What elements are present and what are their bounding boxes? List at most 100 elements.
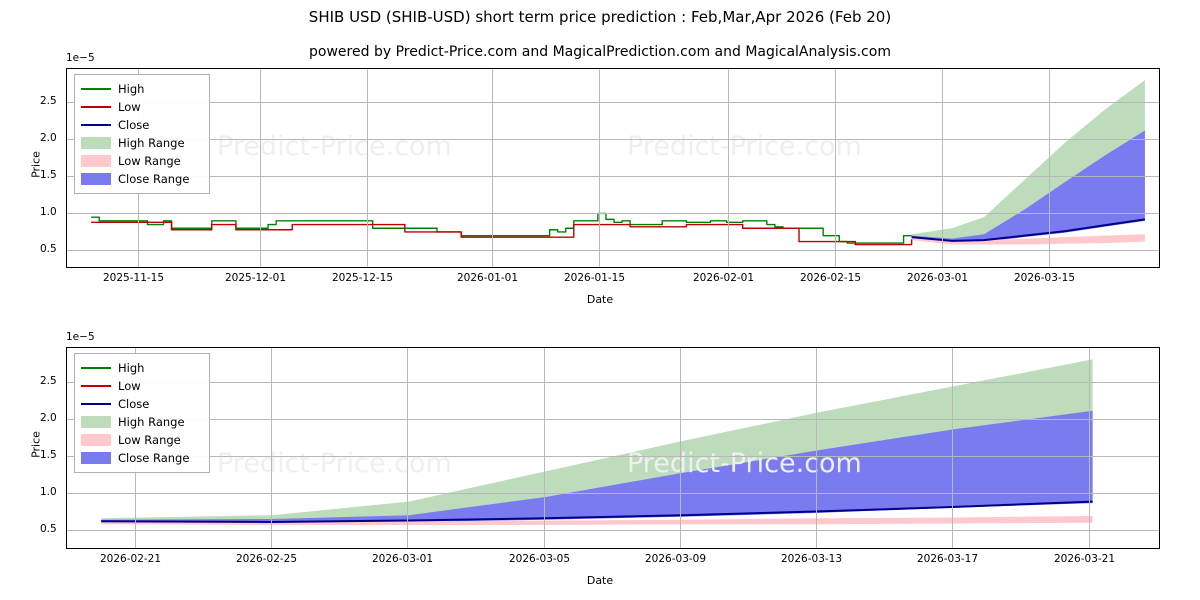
bottom-gridline-v <box>407 348 408 548</box>
close-range-swatch <box>81 452 111 464</box>
bottom-xtick: 2026-03-01 <box>372 553 434 565</box>
bottom-y-offset-text: 1e−5 <box>66 331 95 343</box>
legend-label: High <box>118 361 145 375</box>
top-chart-canvas <box>91 80 1146 246</box>
bottom-ytick: 2.0 <box>40 412 57 424</box>
top-plot-area: Predict-Price.com Predict-Price.com Pred… <box>66 68 1160 268</box>
top-gridline-h <box>67 176 1159 177</box>
high-line-swatch <box>81 83 111 95</box>
legend-label: Close <box>118 397 150 411</box>
top-ytick: 2.0 <box>40 132 57 144</box>
top-gridline-v <box>367 69 368 267</box>
high-range-swatch <box>81 137 111 149</box>
top-gridline-v <box>1049 69 1050 267</box>
legend-item-close[interactable]: Close <box>81 395 202 413</box>
legend-label: Low Range <box>118 154 181 168</box>
bottom-ytick: 2.5 <box>40 375 57 387</box>
bottom-xtick: 2026-03-21 <box>1054 553 1116 565</box>
watermark-2: Predict-Price.com <box>627 131 862 162</box>
top-xtick: 2025-12-15 <box>332 272 394 284</box>
top-x-axis-label: Date <box>586 293 614 306</box>
legend-label: Low <box>118 100 141 114</box>
bottom-panel: 1e−5 Price Date Predict-Price.com Predic… <box>0 310 1200 600</box>
top-ytick: 1.0 <box>40 206 57 218</box>
bottom-xtick: 2026-03-09 <box>645 553 707 565</box>
top-gridline-h <box>67 139 1159 140</box>
high-range-swatch <box>81 416 111 428</box>
legend-item-low[interactable]: Low <box>81 98 202 116</box>
top-gridline-v <box>492 69 493 267</box>
legend-item-high[interactable]: High <box>81 359 202 377</box>
bottom-legend[interactable]: High Low Close High Range Low Range Clos… <box>74 353 210 473</box>
bottom-ytick: 0.5 <box>40 523 57 535</box>
top-gridline-h <box>67 213 1159 214</box>
legend-item-close-range[interactable]: Close Range <box>81 170 202 188</box>
bottom-chart-canvas <box>101 359 1093 526</box>
top-y-offset-text: 1e−5 <box>66 52 95 64</box>
top-xtick: 2026-02-15 <box>800 272 862 284</box>
top-legend[interactable]: High Low Close High Range Low Range Clos… <box>74 74 210 194</box>
top-gridline-h <box>67 102 1159 103</box>
bottom-xtick: 2026-03-17 <box>917 553 979 565</box>
low-range-swatch <box>81 434 111 446</box>
top-gridline-v <box>260 69 261 267</box>
bottom-gridline-v <box>271 348 272 548</box>
legend-item-high-range[interactable]: High Range <box>81 134 202 152</box>
legend-label: Low <box>118 379 141 393</box>
watermark-1: Predict-Price.com <box>217 131 452 162</box>
top-ytick: 0.5 <box>40 243 57 255</box>
legend-item-high-range[interactable]: High Range <box>81 413 202 431</box>
low-line-swatch <box>81 101 111 113</box>
bottom-x-axis-label: Date <box>586 574 614 587</box>
top-gridline-v <box>942 69 943 267</box>
top-gridline-h <box>67 250 1159 251</box>
watermark-5: Predict-Price.com <box>217 448 452 479</box>
legend-label: Close <box>118 118 150 132</box>
page-title: SHIB USD (SHIB-USD) short term price pre… <box>308 8 892 26</box>
low-range-swatch <box>81 155 111 167</box>
legend-item-high[interactable]: High <box>81 80 202 98</box>
bottom-xtick: 2026-03-13 <box>781 553 843 565</box>
page-subtitle: powered by Predict-Price.com and Magical… <box>309 44 891 60</box>
legend-item-close-range[interactable]: Close Range <box>81 449 202 467</box>
legend-item-low-range[interactable]: Low Range <box>81 152 202 170</box>
bottom-gridline-h <box>67 382 1159 383</box>
legend-item-low-range[interactable]: Low Range <box>81 431 202 449</box>
top-xtick: 2026-01-15 <box>564 272 626 284</box>
bottom-gridline-h <box>67 419 1159 420</box>
top-panel: 1e−5 Price Date Predict-Price.com Predic… <box>30 52 1160 306</box>
top-xtick: 2025-12-01 <box>225 272 287 284</box>
legend-item-low[interactable]: Low <box>81 377 202 395</box>
top-xtick: 2026-03-15 <box>1014 272 1076 284</box>
legend-label: High Range <box>118 415 185 429</box>
legend-label: High <box>118 82 145 96</box>
bottom-gridline-v <box>544 348 545 548</box>
bottom-ytick: 1.5 <box>40 449 57 461</box>
top-xtick: 2026-03-01 <box>907 272 969 284</box>
close-range-swatch <box>81 173 111 185</box>
legend-item-close[interactable]: Close <box>81 116 202 134</box>
legend-label: Close Range <box>118 451 190 465</box>
legend-label: High Range <box>118 136 185 150</box>
legend-label: Low Range <box>118 433 181 447</box>
bottom-plot-area: Predict-Price.com Predict-Price.com <box>66 347 1160 549</box>
close-line-swatch <box>81 398 111 410</box>
bottom-xtick: 2026-02-21 <box>100 553 162 565</box>
top-gridline-v <box>728 69 729 267</box>
top-xtick: 2026-02-01 <box>693 272 755 284</box>
bottom-gridline-v <box>1089 348 1090 548</box>
top-ytick: 2.5 <box>40 95 57 107</box>
watermark-3: Predict-Price.com <box>217 265 452 267</box>
bottom-gridline-v <box>952 348 953 548</box>
watermark-6: Predict-Price.com <box>627 448 862 479</box>
bottom-gridline-v <box>816 348 817 548</box>
bottom-gridline-h <box>67 493 1159 494</box>
legend-label: Close Range <box>118 172 190 186</box>
top-gridline-v <box>599 69 600 267</box>
top-ytick: 1.5 <box>40 169 57 181</box>
bottom-ytick: 1.0 <box>40 486 57 498</box>
top-xtick: 2025-11-15 <box>103 272 165 284</box>
bottom-gridline-h <box>67 530 1159 531</box>
high-line-swatch <box>81 362 111 374</box>
